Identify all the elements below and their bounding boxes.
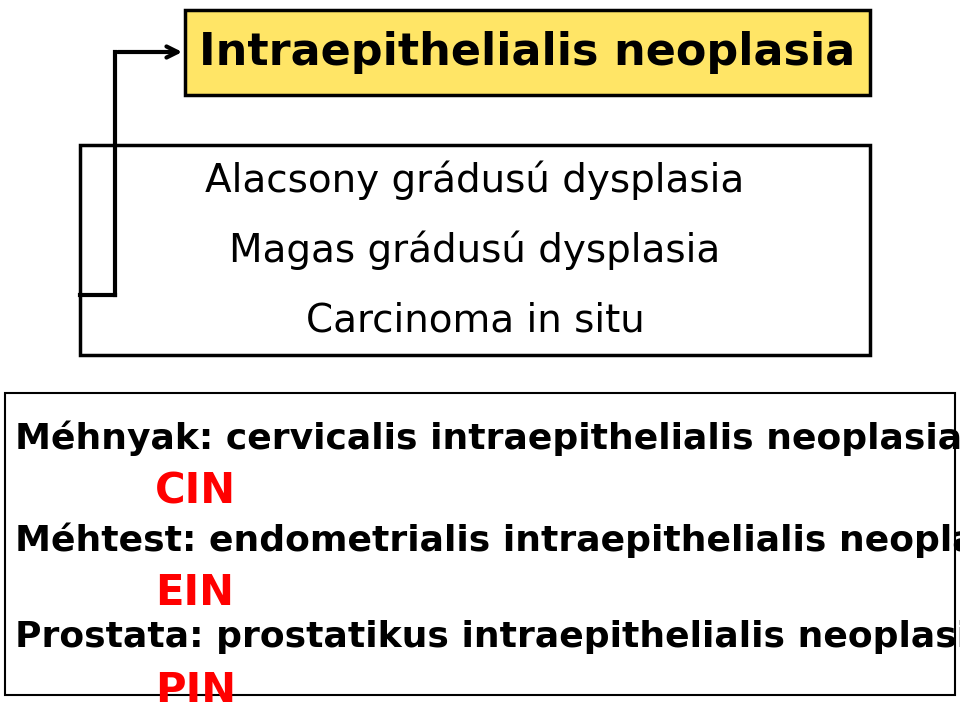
- Text: Alacsony grádusú dysplasia: Alacsony grádusú dysplasia: [205, 160, 745, 200]
- Bar: [5, 393, 955, 695]
- Text: EIN: EIN: [155, 572, 234, 614]
- Text: Magas grádusú dysplasia: Magas grádusú dysplasia: [229, 230, 721, 270]
- Bar: [185, 10, 870, 95]
- Bar: [80, 145, 870, 355]
- Text: Méhtest: endometrialis intraepithelialis neoplasia:: Méhtest: endometrialis intraepithelialis…: [15, 522, 960, 557]
- Text: Intraepithelialis neoplasia: Intraepithelialis neoplasia: [200, 31, 855, 74]
- Text: CIN: CIN: [155, 470, 236, 512]
- Text: Prostata: prostatikus intraepithelialis neoplasia: Prostata: prostatikus intraepithelialis …: [15, 620, 960, 654]
- Text: Carcinoma in situ: Carcinoma in situ: [305, 301, 644, 339]
- Text: Méhnyak: cervicalis intraepithelialis neoplasia:: Méhnyak: cervicalis intraepithelialis ne…: [15, 420, 960, 456]
- Text: PIN: PIN: [155, 670, 236, 702]
